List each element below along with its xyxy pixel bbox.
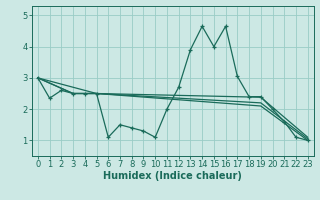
X-axis label: Humidex (Indice chaleur): Humidex (Indice chaleur)	[103, 171, 242, 181]
